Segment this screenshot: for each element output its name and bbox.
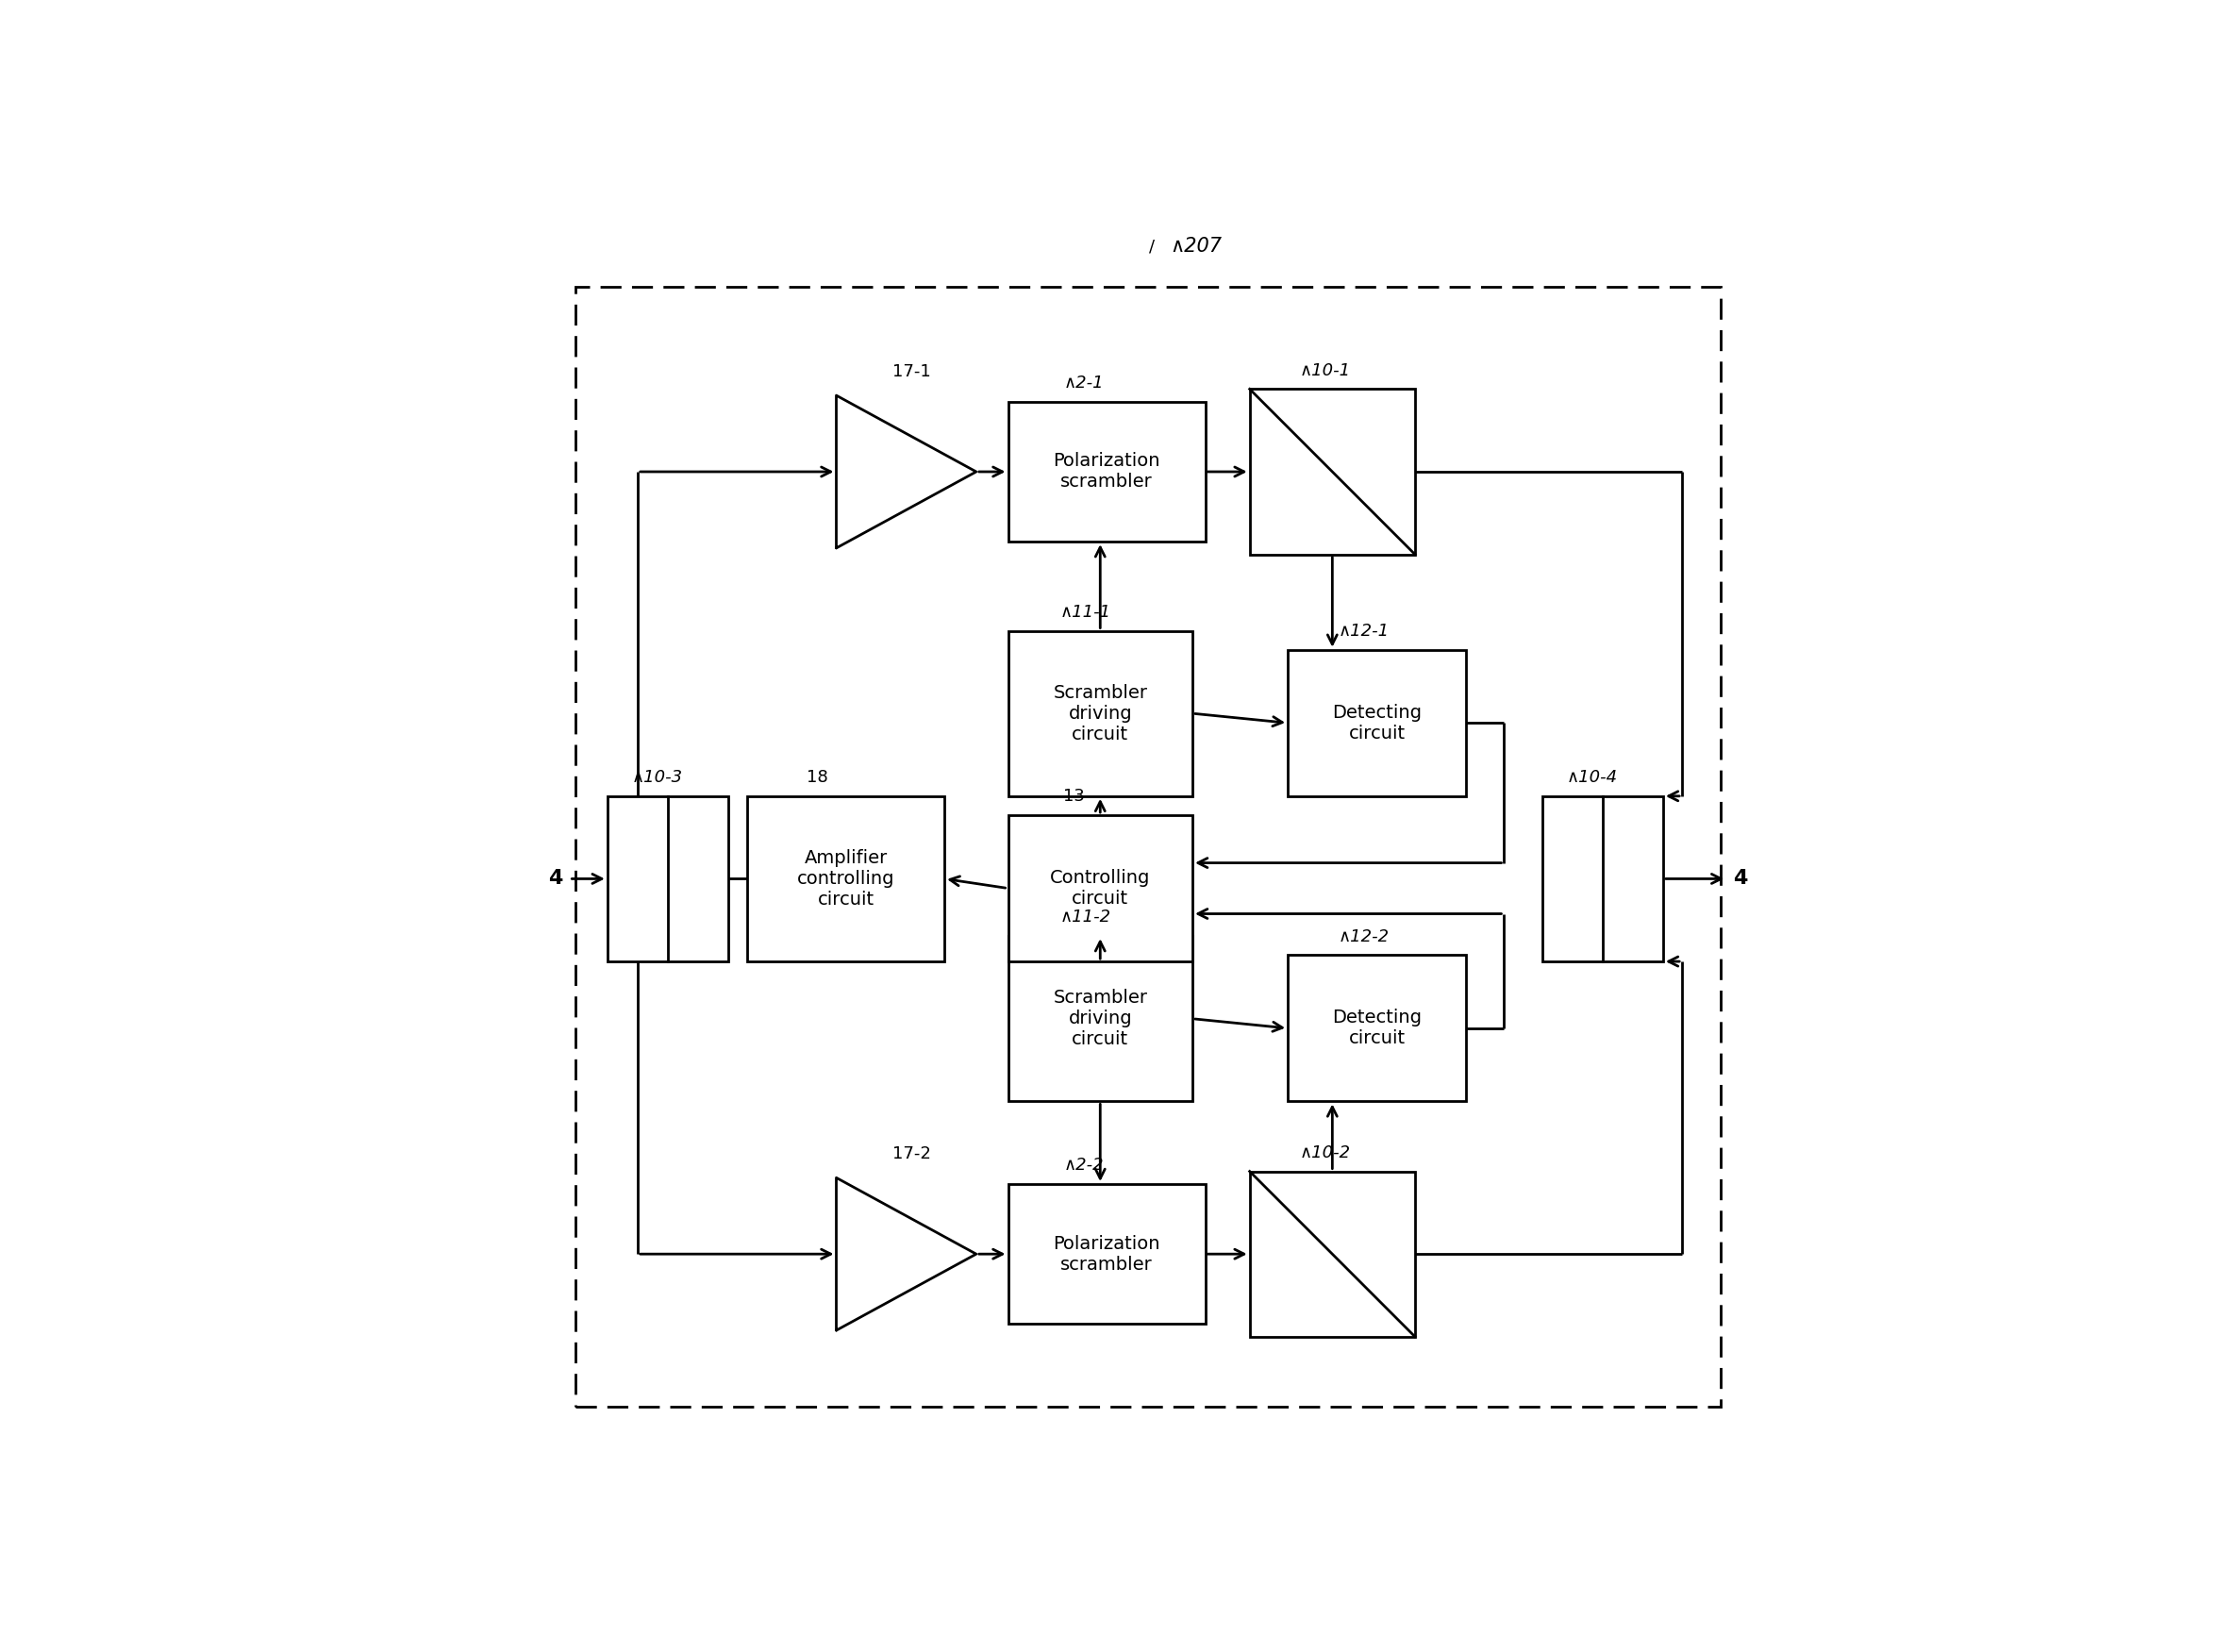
Text: Scrambler
driving
circuit: Scrambler driving circuit	[1052, 990, 1147, 1049]
Text: 13: 13	[1063, 788, 1085, 805]
Text: ∧2-2: ∧2-2	[1063, 1156, 1103, 1175]
Bar	[607, 796, 729, 961]
Text: Detecting
circuit: Detecting circuit	[1331, 704, 1422, 742]
Bar	[1287, 649, 1466, 796]
Bar	[1008, 1184, 1205, 1323]
Text: ∧207: ∧207	[1170, 236, 1223, 256]
Text: 17-2: 17-2	[893, 1145, 930, 1163]
Text: ∧12-1: ∧12-1	[1338, 623, 1389, 639]
Text: ∧10-2: ∧10-2	[1300, 1145, 1351, 1161]
Text: 17-1: 17-1	[893, 363, 930, 380]
Bar	[1008, 401, 1205, 542]
Bar	[1008, 631, 1192, 796]
Text: Polarization
scrambler: Polarization scrambler	[1052, 453, 1161, 491]
Text: 18: 18	[806, 768, 828, 786]
Text: ∧10-1: ∧10-1	[1300, 362, 1351, 378]
Bar	[1008, 937, 1192, 1102]
Text: Polarization
scrambler: Polarization scrambler	[1052, 1234, 1161, 1274]
Text: ∧12-2: ∧12-2	[1338, 928, 1389, 945]
Text: Scrambler
driving
circuit: Scrambler driving circuit	[1052, 684, 1147, 743]
Text: ∧10-3: ∧10-3	[631, 768, 682, 786]
Bar	[1287, 955, 1466, 1102]
Bar	[576, 287, 1721, 1408]
Bar	[1249, 390, 1415, 555]
Text: 4: 4	[549, 869, 563, 889]
Text: Controlling
circuit: Controlling circuit	[1050, 869, 1150, 907]
Text: ∧11-1: ∧11-1	[1061, 603, 1112, 621]
Text: ∧11-2: ∧11-2	[1061, 909, 1112, 925]
Bar	[1008, 814, 1192, 961]
Bar	[746, 796, 944, 961]
Text: 4: 4	[1732, 869, 1748, 889]
Text: ∧10-4: ∧10-4	[1566, 768, 1617, 786]
Text: ∧2-1: ∧2-1	[1063, 375, 1103, 392]
Bar	[1249, 1171, 1415, 1336]
Text: Detecting
circuit: Detecting circuit	[1331, 1009, 1422, 1047]
Bar	[1542, 796, 1663, 961]
Text: /: /	[1150, 238, 1154, 256]
Text: Amplifier
controlling
circuit: Amplifier controlling circuit	[797, 849, 895, 909]
